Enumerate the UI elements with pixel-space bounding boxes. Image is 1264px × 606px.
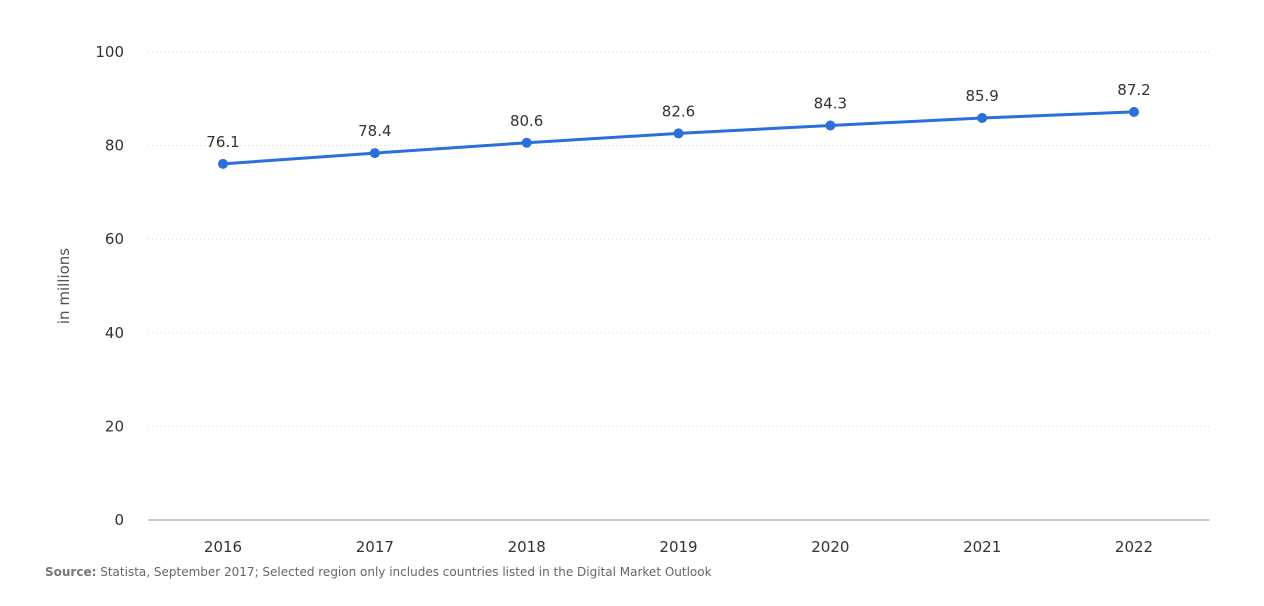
data-label: 78.4: [358, 122, 391, 140]
x-axis-ticks: 2016 2017 2018 2019 2020 2021 2022: [204, 538, 1153, 556]
data-point[interactable]: [825, 120, 836, 131]
line-chart: 0 20 40 60 80 100 2016 2017 2018 2019 2020 2021 202…: [55, 43, 1210, 556]
data-point[interactable]: [218, 158, 228, 169]
data-label: 85.9: [965, 87, 998, 105]
y-tick-label: 0: [114, 511, 124, 529]
data-label: 82.6: [662, 102, 695, 120]
source-note: Source: Statista, September 2017; Select…: [45, 565, 712, 579]
data-point[interactable]: [1129, 106, 1139, 117]
y-tick-label: 100: [95, 43, 124, 61]
data-label: 84.3: [814, 94, 847, 112]
source-label: Source:: [45, 565, 97, 579]
x-tick-label: 2018: [508, 538, 546, 556]
y-axis-ticks: 0 20 40 60 80 100: [95, 43, 124, 529]
y-axis-title: in millions: [55, 248, 73, 324]
y-tick-label: 60: [105, 230, 124, 248]
x-tick-label: 2022: [1115, 538, 1153, 556]
data-point[interactable]: [977, 112, 988, 123]
y-tick-label: 80: [105, 137, 124, 155]
data-labels: 76.1 78.4 80.6 82.6 84.3 85.9 87.2: [206, 81, 1150, 151]
x-tick-label: 2017: [356, 538, 394, 556]
y-tick-label: 20: [105, 417, 124, 435]
x-tick-label: 2016: [204, 538, 242, 556]
series: [218, 106, 1139, 169]
y-tick-label: 40: [105, 324, 124, 342]
x-tick-label: 2021: [963, 538, 1001, 556]
data-label: 76.1: [206, 133, 239, 151]
data-label: 80.6: [510, 112, 543, 130]
gridlines: [148, 51, 1210, 521]
x-tick-label: 2020: [811, 538, 849, 556]
data-label: 87.2: [1117, 81, 1150, 99]
data-point[interactable]: [369, 148, 380, 159]
data-point[interactable]: [673, 128, 684, 139]
data-point[interactable]: [521, 137, 532, 148]
source-text: Statista, September 2017; Selected regio…: [100, 565, 712, 579]
x-tick-label: 2019: [659, 538, 697, 556]
